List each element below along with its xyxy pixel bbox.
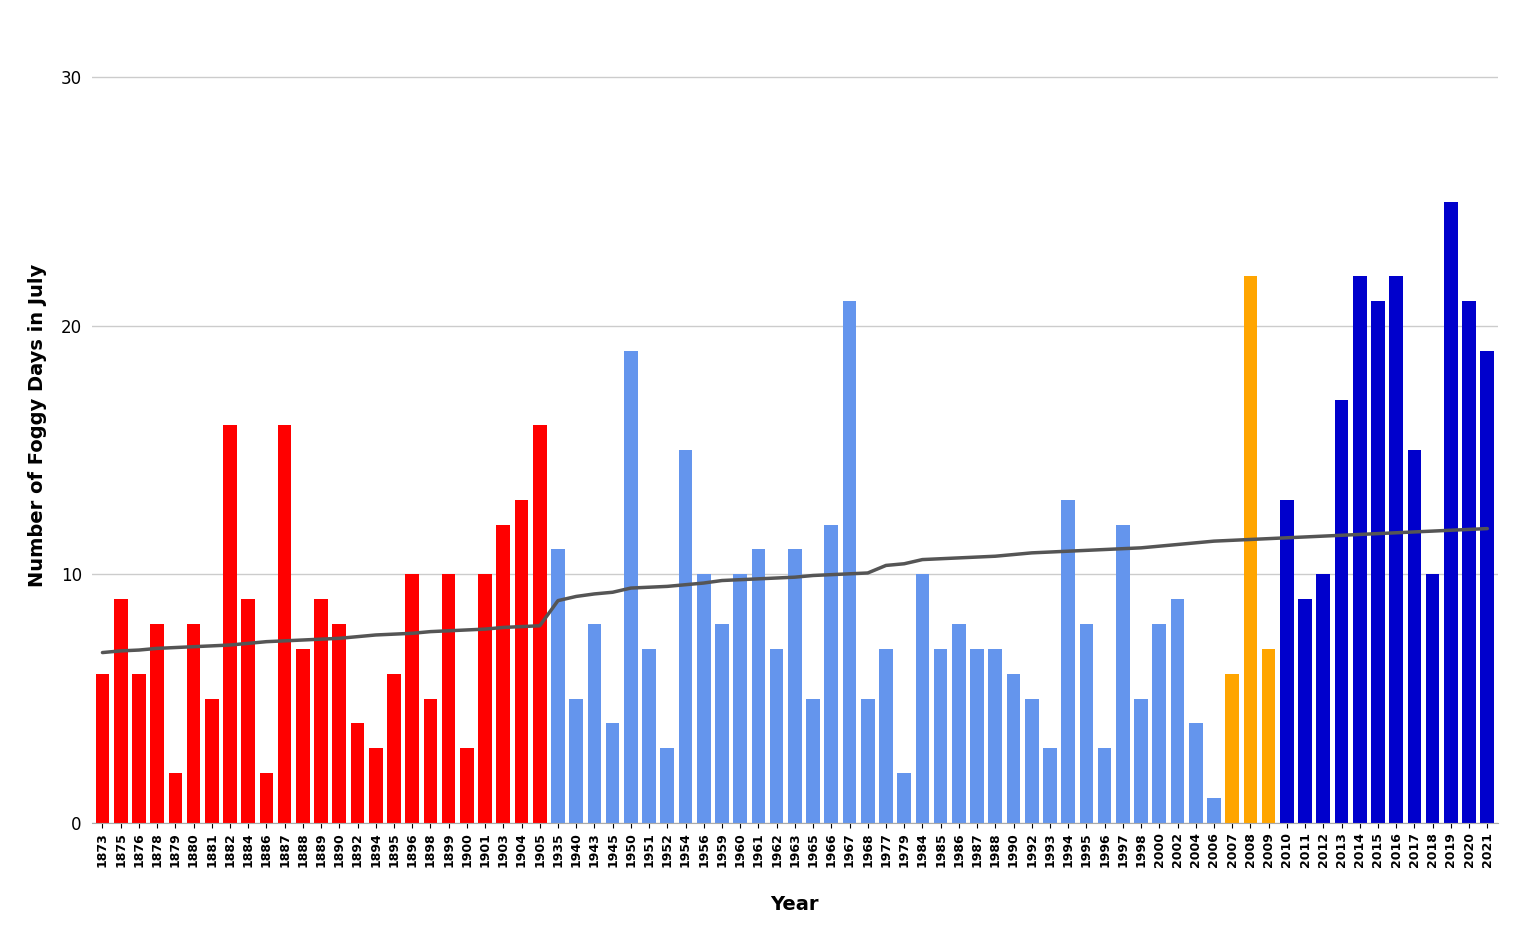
Bar xyxy=(1007,674,1021,822)
Bar xyxy=(1354,276,1367,822)
Bar xyxy=(1025,699,1039,822)
Bar xyxy=(241,599,255,822)
Bar xyxy=(369,748,383,822)
Bar xyxy=(1372,301,1384,822)
Bar xyxy=(679,450,693,822)
Bar xyxy=(1189,723,1202,822)
Bar xyxy=(459,748,473,822)
Bar xyxy=(1244,276,1257,822)
Bar xyxy=(1280,500,1294,822)
Bar xyxy=(588,624,601,822)
Bar xyxy=(1134,699,1148,822)
Bar xyxy=(971,649,984,822)
Bar xyxy=(150,624,163,822)
Bar xyxy=(1097,748,1111,822)
Bar xyxy=(1262,649,1276,822)
Bar xyxy=(989,649,1003,822)
Bar xyxy=(787,549,801,822)
Bar xyxy=(606,723,620,822)
Bar xyxy=(114,599,128,822)
Bar xyxy=(551,549,565,822)
Bar xyxy=(1425,575,1439,822)
Bar xyxy=(514,500,528,822)
Bar xyxy=(133,674,145,822)
Bar xyxy=(697,575,711,822)
Bar xyxy=(752,549,765,822)
Bar xyxy=(223,425,237,822)
Bar xyxy=(734,575,748,822)
Bar xyxy=(406,575,420,822)
Bar xyxy=(1079,624,1093,822)
Bar xyxy=(314,599,328,822)
Bar xyxy=(1335,400,1349,822)
Bar xyxy=(624,350,638,822)
Bar xyxy=(1207,798,1221,822)
Bar xyxy=(1317,575,1331,822)
Bar xyxy=(716,624,729,822)
Bar xyxy=(1152,624,1166,822)
Bar xyxy=(478,575,491,822)
Bar xyxy=(278,425,291,822)
Bar xyxy=(642,649,656,822)
Bar xyxy=(569,699,583,822)
Bar xyxy=(296,649,310,822)
Bar xyxy=(1462,301,1476,822)
Bar xyxy=(1225,674,1239,822)
Bar xyxy=(952,624,966,822)
Bar xyxy=(1444,202,1457,822)
Bar xyxy=(1062,500,1074,822)
Bar xyxy=(533,425,546,822)
Bar xyxy=(1116,525,1129,822)
Bar xyxy=(861,699,874,822)
Y-axis label: Number of Foggy Days in July: Number of Foggy Days in July xyxy=(27,264,47,587)
Bar xyxy=(388,674,401,822)
Bar xyxy=(661,748,674,822)
Bar xyxy=(96,674,110,822)
Bar xyxy=(842,301,856,822)
Bar xyxy=(443,575,455,822)
Bar xyxy=(769,649,783,822)
Bar xyxy=(934,649,948,822)
Bar xyxy=(1299,599,1312,822)
Bar xyxy=(333,624,346,822)
Bar xyxy=(1170,599,1184,822)
Bar xyxy=(806,699,819,822)
Bar xyxy=(186,624,200,822)
Bar xyxy=(1407,450,1421,822)
X-axis label: Year: Year xyxy=(771,895,819,915)
Bar xyxy=(916,575,929,822)
Bar xyxy=(259,773,273,822)
Bar xyxy=(824,525,838,822)
Bar xyxy=(1044,748,1058,822)
Bar xyxy=(1480,350,1494,822)
Bar xyxy=(1389,276,1402,822)
Bar xyxy=(879,649,893,822)
Bar xyxy=(897,773,911,822)
Bar xyxy=(424,699,438,822)
Bar xyxy=(168,773,182,822)
Bar xyxy=(496,525,510,822)
Bar xyxy=(351,723,365,822)
Bar xyxy=(204,699,218,822)
